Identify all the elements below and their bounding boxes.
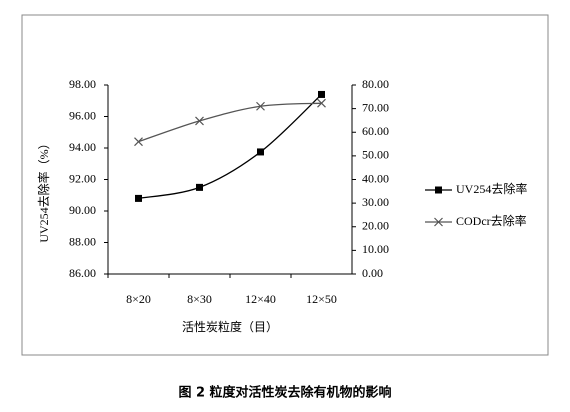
data-point xyxy=(317,98,326,108)
legend-label: UV254去除率 xyxy=(456,181,527,196)
y2-tick-label: 10.00 xyxy=(362,242,389,256)
data-point xyxy=(195,116,204,126)
y-tick-label: 94.00 xyxy=(69,140,96,154)
legend-marker xyxy=(435,186,442,194)
y2-tick-label: 0.00 xyxy=(362,266,383,280)
y2-tick-label: 40.00 xyxy=(362,171,389,185)
y2-tick-label: 80.00 xyxy=(362,77,389,91)
figure-caption: 图 2 粒度对活性炭去除有机物的影响 xyxy=(178,385,391,401)
x-tick-label: 12×40 xyxy=(245,292,276,306)
y2-tick-label: 50.00 xyxy=(362,148,389,162)
y2-tick-label: 20.00 xyxy=(362,219,389,233)
y-tick-label: 92.00 xyxy=(69,171,96,185)
x-tick-label: 8×30 xyxy=(187,292,212,306)
y-tick-label: 88.00 xyxy=(69,234,96,248)
series-line xyxy=(138,102,322,143)
data-point xyxy=(318,90,325,98)
y-tick-label: 98.00 xyxy=(69,77,96,91)
data-point xyxy=(257,148,264,156)
x-tick-label: 12×50 xyxy=(306,292,337,306)
legend-label: CODcr去除率 xyxy=(456,213,527,228)
data-point xyxy=(134,137,143,147)
series-line xyxy=(138,93,322,200)
chart-frame xyxy=(21,14,549,356)
y2-tick-label: 70.00 xyxy=(362,100,389,114)
data-point xyxy=(135,194,142,202)
x-tick-label: 8×20 xyxy=(126,292,151,306)
data-point xyxy=(196,183,203,191)
x-axis-label: 活性炭粒度（目） xyxy=(182,319,278,334)
data-point xyxy=(256,101,265,111)
legend-marker xyxy=(434,217,443,227)
y2-tick-label: 30.00 xyxy=(362,195,389,209)
y-axis-label: UV254去除率（%） xyxy=(36,137,51,242)
y-tick-label: 86.00 xyxy=(69,266,96,280)
y2-tick-label: 60.00 xyxy=(362,124,389,138)
y-tick-label: 90.00 xyxy=(69,203,96,217)
y-tick-label: 96.00 xyxy=(69,108,96,122)
